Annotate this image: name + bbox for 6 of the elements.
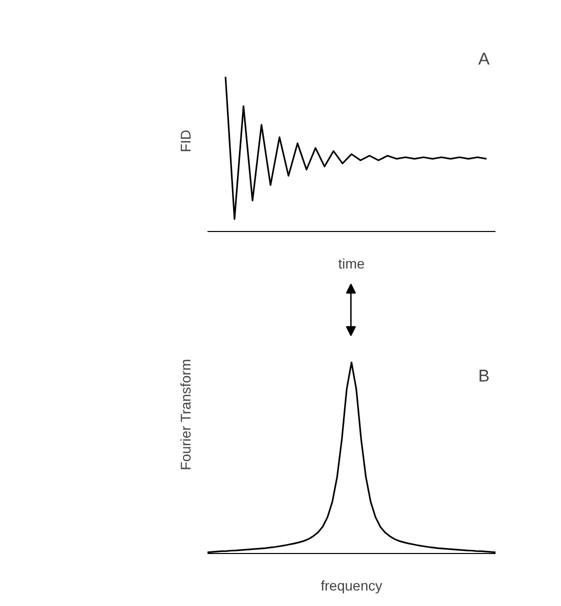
x-axis-title: time: [338, 256, 365, 272]
annotation: B: [478, 366, 490, 386]
y-axis-title: FID: [178, 130, 194, 152]
y-axis-title: Fourier Transform: [178, 359, 194, 470]
x-axis-title: frequency: [320, 578, 382, 594]
text: A: [478, 50, 490, 69]
